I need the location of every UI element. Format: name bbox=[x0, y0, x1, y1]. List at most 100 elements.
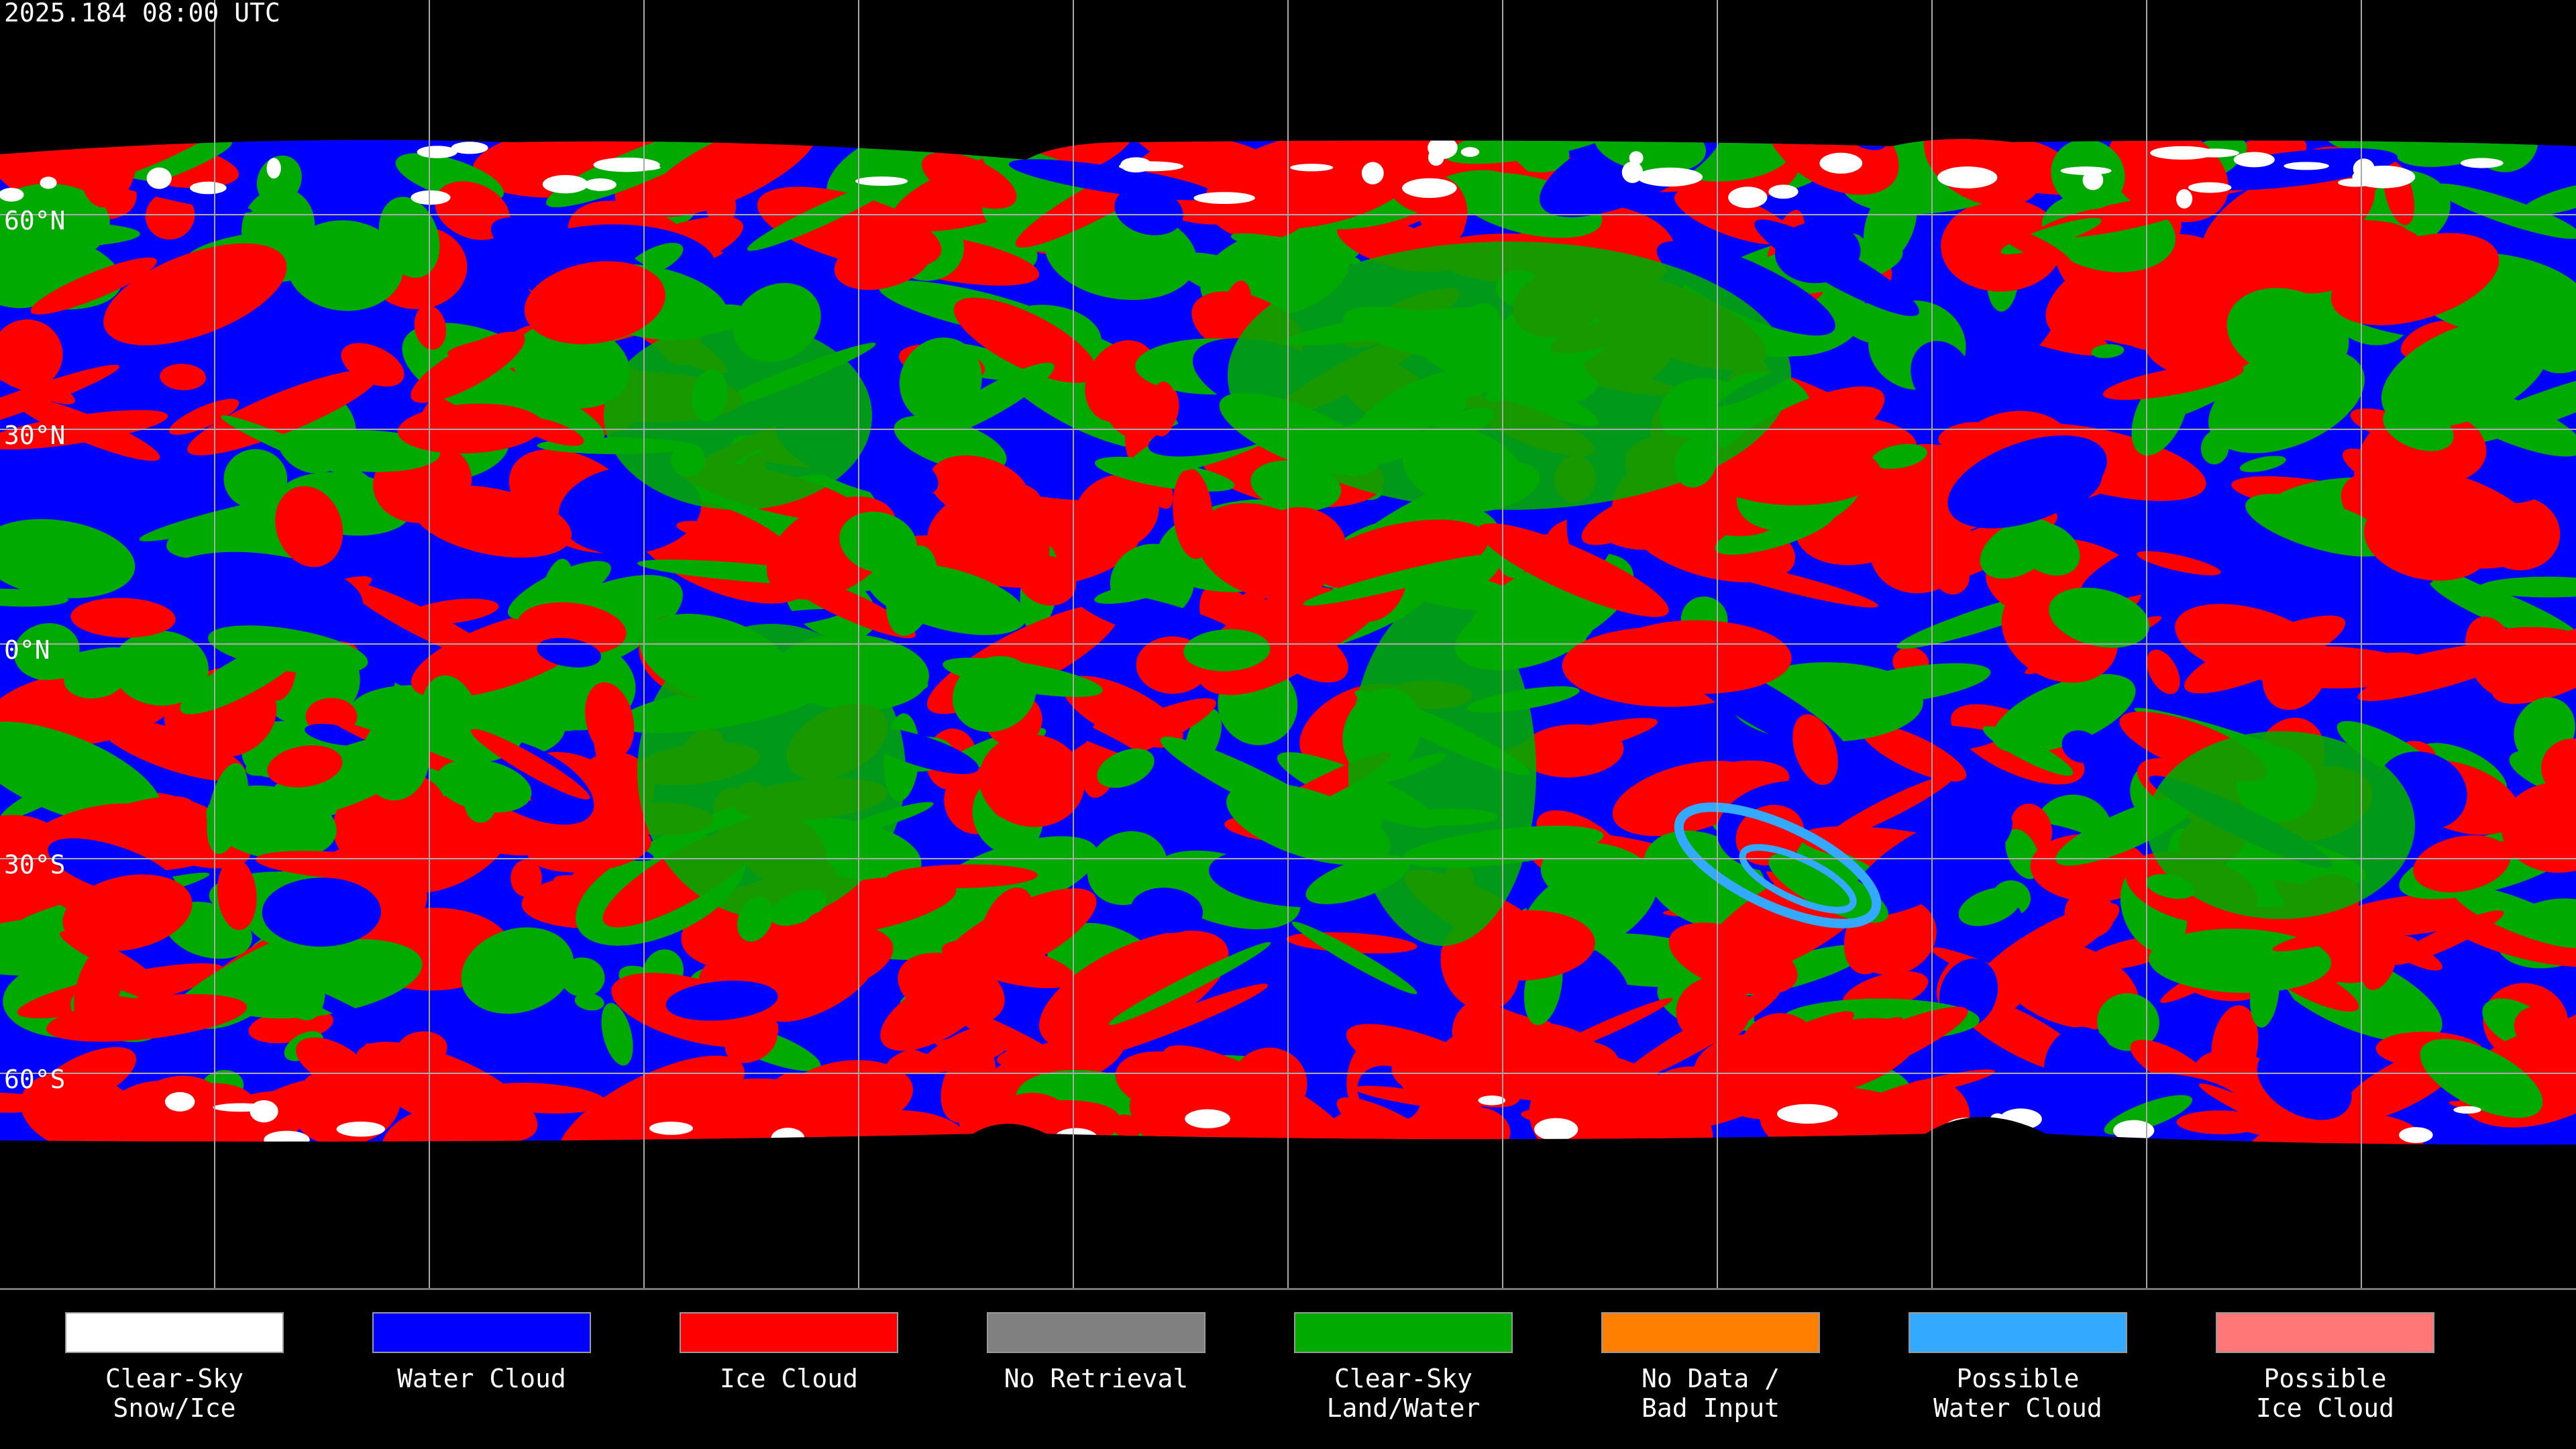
cloud-patch bbox=[1087, 830, 1168, 906]
cloud-patch bbox=[2501, 782, 2576, 873]
snow-patch bbox=[1937, 166, 1998, 189]
snow-patch bbox=[411, 190, 451, 205]
legend-label: Ice Cloud bbox=[720, 1364, 858, 1393]
cloud-patch bbox=[36, 1046, 137, 1109]
cloud-patch bbox=[2491, 622, 2576, 704]
cloud-patch bbox=[436, 759, 532, 813]
legend-label: Possible bbox=[2263, 1364, 2386, 1393]
cloud-patch bbox=[217, 858, 257, 930]
cloud-patch bbox=[1089, 361, 1136, 403]
cloud-patch bbox=[1097, 748, 1155, 788]
cloud-patch bbox=[1768, 853, 1888, 923]
cloud-patch bbox=[157, 551, 364, 635]
cloud-patch bbox=[381, 1105, 515, 1145]
cloud-patch bbox=[2330, 233, 2500, 325]
cloud-patch bbox=[1603, 932, 1644, 972]
cloud-patch bbox=[1039, 930, 1229, 1050]
cloud-patch bbox=[560, 957, 605, 998]
legend-label: Bad Input bbox=[1642, 1393, 1780, 1423]
cloud-patch bbox=[397, 403, 543, 454]
cloud-patch bbox=[2211, 1005, 2259, 1087]
cloud-patch bbox=[2176, 1110, 2265, 1134]
cloud-patch bbox=[1629, 1116, 1668, 1145]
cloud-patch bbox=[0, 1093, 51, 1113]
latitude-label: 60°S bbox=[4, 1065, 66, 1094]
cloud-patch bbox=[2522, 182, 2576, 216]
cloud-patch bbox=[2043, 1026, 2114, 1106]
cloud-patch bbox=[1829, 663, 1991, 706]
cloud-patch bbox=[527, 822, 651, 873]
map-border bbox=[0, 1288, 2576, 1290]
cloud-patch bbox=[1477, 523, 1669, 617]
cloud-patch bbox=[0, 337, 75, 405]
legend-label: Snow/Ice bbox=[113, 1393, 235, 1423]
cloud-patch bbox=[2239, 455, 2286, 472]
cloud-patch bbox=[2413, 835, 2511, 893]
cloud-patch bbox=[2061, 730, 2100, 763]
cloud-patch bbox=[2479, 576, 2576, 598]
latitude-label: 30°N bbox=[4, 421, 66, 450]
snow-patch bbox=[266, 158, 281, 179]
cloud-patch bbox=[997, 1049, 1034, 1066]
cloud-patch bbox=[1754, 219, 1920, 317]
cloud-patch bbox=[470, 729, 590, 800]
cloud-patch bbox=[929, 455, 1030, 521]
cloud-patch bbox=[1015, 146, 1194, 248]
cloud-patch bbox=[341, 343, 405, 387]
cloud-patch bbox=[511, 859, 542, 897]
cloud-patch bbox=[1958, 888, 2021, 926]
snow-patch bbox=[1728, 186, 1768, 209]
legend-label: No Data / bbox=[1642, 1364, 1780, 1393]
cloud-patch bbox=[512, 384, 605, 440]
land-region bbox=[2147, 731, 2415, 919]
cloud-patch bbox=[91, 174, 252, 213]
cloud-patch bbox=[0, 588, 68, 607]
cloud-patch bbox=[922, 1024, 1001, 1069]
cloud-patch bbox=[411, 331, 525, 403]
legend-label: Water Cloud bbox=[1933, 1393, 2102, 1423]
cloud-patch bbox=[1980, 518, 2057, 579]
snow-patch bbox=[649, 1122, 693, 1135]
snow-patch bbox=[2060, 166, 2112, 175]
snow-patch bbox=[2113, 1120, 2155, 1141]
cloud-patch bbox=[2541, 738, 2576, 798]
cloud-patch bbox=[1148, 381, 1177, 437]
cloud-patch bbox=[99, 718, 246, 782]
land-region bbox=[1228, 241, 1791, 510]
cloud-patch bbox=[953, 297, 1097, 383]
snow-patch bbox=[2460, 158, 2504, 168]
cloud-patch bbox=[941, 1044, 996, 1123]
snow-patch bbox=[1193, 192, 1255, 205]
cloud-patch bbox=[267, 745, 343, 788]
land-region bbox=[1348, 597, 1536, 946]
cloud-patch bbox=[0, 721, 162, 828]
cloud-patch bbox=[1911, 341, 1973, 411]
legend-swatch bbox=[1601, 1312, 1820, 1353]
cloud-patch bbox=[978, 888, 1035, 972]
cloud-patch bbox=[1226, 782, 1391, 865]
cloud-patch bbox=[362, 715, 430, 801]
snow-patch bbox=[336, 1121, 386, 1137]
cloud-patch bbox=[1656, 241, 1835, 336]
cloud-patch bbox=[2198, 1083, 2326, 1145]
legend-label: Ice Cloud bbox=[2256, 1393, 2394, 1423]
snow-patch bbox=[1460, 147, 1480, 157]
snow-patch bbox=[164, 1091, 195, 1112]
cloud-patch bbox=[987, 759, 1030, 819]
cloud-patch bbox=[2364, 496, 2492, 581]
snow-patch bbox=[250, 1099, 278, 1123]
cloud-patch bbox=[802, 910, 865, 961]
cloud-patch bbox=[170, 926, 329, 1016]
snow-patch bbox=[1290, 164, 1334, 172]
snow-patch bbox=[2338, 178, 2373, 187]
cloud-patch bbox=[1130, 888, 1203, 933]
cloud-patch bbox=[880, 971, 993, 1051]
cloud-patch bbox=[1183, 629, 1271, 672]
snow-patch bbox=[2188, 182, 2232, 193]
legend-swatch bbox=[65, 1312, 284, 1353]
legend-label: Water Cloud bbox=[397, 1364, 566, 1393]
snow-patch bbox=[542, 174, 588, 194]
cloud-patch bbox=[1691, 556, 1878, 608]
cloud-patch bbox=[169, 398, 239, 435]
